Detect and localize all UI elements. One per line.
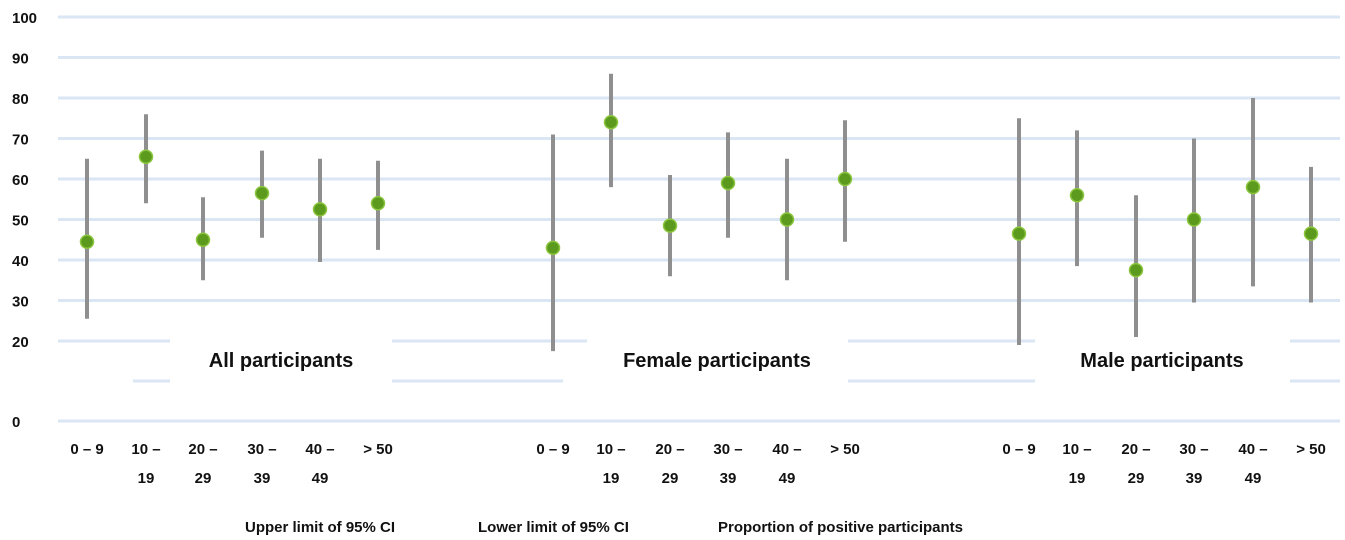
x-tick-label: > 50	[1296, 441, 1326, 458]
error-bars	[85, 73, 1313, 352]
y-tick-label: 50	[12, 213, 29, 230]
x-tick-label: 49	[779, 470, 796, 487]
x-tick-label: 29	[662, 470, 679, 487]
x-tick-label: 10 –	[131, 441, 160, 458]
x-tick-label: 40 –	[305, 441, 334, 458]
x-tick-label: > 50	[830, 441, 860, 458]
x-tick-label: 29	[195, 470, 212, 487]
group-label: All participants	[209, 350, 353, 372]
legend: Upper limit of 95% CI Lower limit of 95%…	[245, 519, 963, 536]
x-axis-ticks: 0 – 9 10 – 19 20 – 29 30 – 39 40 – 49 > 50 0 – 9 10…	[70, 441, 1326, 487]
proportion-point	[1069, 187, 1085, 203]
x-tick-label: 30 –	[713, 441, 742, 458]
proportion-point	[195, 232, 211, 247]
y-tick-label: 70	[12, 132, 29, 149]
y-axis-ticks: 0 20 30 40 50 60 70 80 90 100	[12, 10, 37, 431]
group-labels: All participants Female participants Male …	[209, 350, 1244, 372]
x-tick-label: 0 – 9	[1002, 441, 1035, 458]
proportion-point	[837, 171, 853, 187]
x-tick-label: 29	[1128, 470, 1145, 487]
x-tick-label: 20 –	[1121, 441, 1150, 458]
proportion-point	[603, 115, 619, 130]
group-label: Female participants	[623, 350, 811, 372]
legend-upper-limit: Upper limit of 95% CI	[245, 519, 395, 536]
x-tick-label: 49	[1245, 470, 1262, 487]
x-tick-label: 10 –	[596, 441, 625, 458]
x-tick-label: > 50	[363, 441, 393, 458]
proportion-point	[1128, 262, 1144, 278]
x-tick-label: 0 – 9	[70, 441, 103, 458]
proportion-point	[720, 175, 736, 191]
x-tick-label: 19	[138, 470, 155, 487]
gridlines	[58, 15, 1340, 423]
x-tick-label: 20 –	[188, 441, 217, 458]
group-label: Male participants	[1080, 350, 1243, 372]
proportion-point	[138, 149, 154, 164]
y-tick-label: 100	[12, 10, 37, 27]
x-tick-label: 0 – 9	[536, 441, 569, 458]
x-tick-label: 30 –	[1179, 441, 1208, 458]
proportion-point	[779, 212, 795, 227]
y-tick-label: 20	[12, 334, 29, 351]
proportion-point	[1011, 226, 1027, 241]
x-tick-label: 40 –	[1238, 441, 1267, 458]
x-tick-label: 39	[720, 470, 737, 487]
legend-lower-limit: Lower limit of 95% CI	[478, 519, 629, 536]
proportion-point	[1303, 226, 1319, 241]
x-tick-label: 49	[312, 470, 329, 487]
y-tick-label: 90	[12, 51, 29, 68]
x-tick-label: 39	[254, 470, 271, 487]
y-tick-label: 0	[12, 414, 20, 431]
y-tick-label: 30	[12, 294, 29, 311]
proportion-point	[254, 185, 270, 201]
x-tick-label: 30 –	[247, 441, 276, 458]
proportion-point	[545, 240, 561, 256]
proportion-point	[662, 218, 678, 233]
proportion-point	[312, 202, 328, 217]
proportion-point	[1245, 179, 1261, 195]
x-tick-label: 20 –	[655, 441, 684, 458]
proportion-points	[79, 115, 1319, 278]
y-tick-label: 40	[12, 253, 29, 270]
proportion-point	[79, 234, 95, 250]
proportion-point	[370, 196, 386, 211]
x-tick-label: 10 –	[1062, 441, 1091, 458]
y-tick-label: 80	[12, 91, 29, 108]
x-tick-label: 19	[603, 470, 620, 487]
x-tick-label: 40 –	[772, 441, 801, 458]
proportion-point	[1186, 212, 1202, 227]
x-tick-label: 19	[1069, 470, 1086, 487]
y-tick-label: 60	[12, 172, 29, 189]
legend-proportion: Proportion of positive participants	[718, 519, 963, 536]
x-tick-label: 39	[1186, 470, 1203, 487]
